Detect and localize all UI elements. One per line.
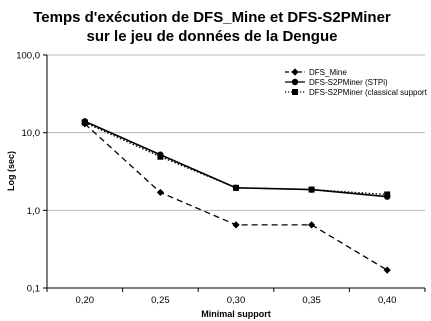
chart-title-line-2: sur le jeu de données de la Dengue	[87, 28, 338, 45]
x-tick-label: 0,20	[76, 295, 95, 306]
data-point-square	[233, 184, 239, 191]
x-tick-label: 0,30	[227, 295, 246, 306]
data-point-square	[384, 191, 391, 198]
series-1	[81, 120, 391, 274]
x-axis-title: Minimal support	[201, 309, 271, 319]
x-tick-label: 0,25	[151, 295, 170, 306]
legend-item: DFS-S2PMiner (classical support	[285, 88, 428, 97]
data-point-diamond	[308, 221, 316, 229]
x-tick-label: 0,35	[302, 295, 321, 306]
series-line	[84, 123, 388, 271]
data-point-square	[157, 153, 164, 160]
data-point-diamond	[156, 188, 164, 197]
legend-item: DFS_Mine	[285, 68, 347, 77]
y-tick-label: 100,0	[16, 51, 40, 62]
legend-item: DFS-S2PMiner (STPi)	[285, 78, 388, 87]
series-3	[81, 119, 391, 198]
y-tick-label: 10,0	[22, 128, 41, 139]
data-point-square	[308, 186, 315, 193]
series-line	[84, 121, 388, 196]
data-point-square	[292, 89, 298, 95]
y-tick-label: 1,0	[27, 206, 40, 217]
legend-label: DFS-S2PMiner (classical support	[309, 88, 428, 97]
data-point-diamond	[383, 266, 391, 274]
legend-label: DFS-S2PMiner (STPi)	[309, 78, 388, 87]
y-tick-labels: 100,0 10,0 1,0 0,1	[16, 51, 40, 295]
data-point-diamond	[291, 68, 299, 76]
y-axis-title: Log (sec)	[6, 151, 16, 191]
x-tick-labels: 0,20 0,25 0,30 0,35 0,40	[76, 295, 397, 306]
data-point-circle	[291, 78, 299, 86]
x-tick-label: 0,40	[378, 295, 397, 306]
data-point-square	[81, 119, 88, 126]
legend-label: DFS_Mine	[309, 68, 347, 77]
chart-title-line-1: Temps d'exécution de DFS_Mine et DFS-S2P…	[33, 9, 391, 26]
series-group	[81, 118, 391, 274]
y-tick-label: 0,1	[27, 284, 40, 295]
data-point-diamond	[232, 221, 240, 229]
